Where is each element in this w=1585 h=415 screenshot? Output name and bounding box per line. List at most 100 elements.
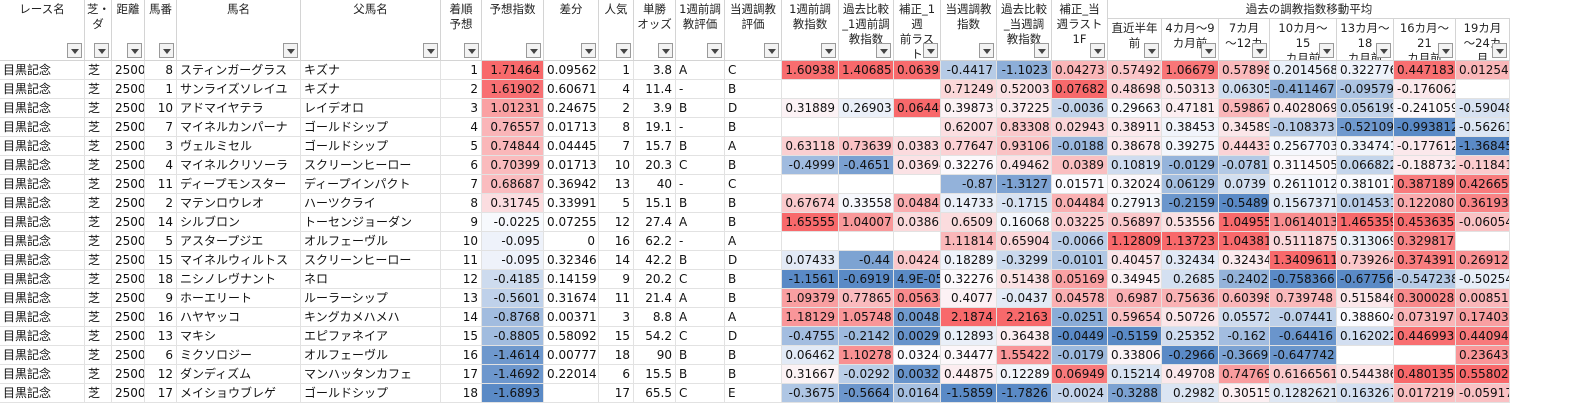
- cell-evalc[interactable]: E: [725, 384, 782, 403]
- cell-pop[interactable]: 16: [599, 232, 634, 251]
- cell-idxc[interactable]: 0.32276: [941, 156, 997, 175]
- cell-pop[interactable]: 2: [599, 99, 634, 118]
- cell-pop[interactable]: 1: [599, 61, 634, 80]
- filter-dropdown-icon[interactable]: [464, 43, 479, 58]
- cell-diff[interactable]: 0.01713: [544, 156, 599, 175]
- cell-horse[interactable]: マキシ: [177, 327, 301, 346]
- cell-idxc[interactable]: 0.39873: [941, 99, 997, 118]
- cell-diff[interactable]: 0.60671: [544, 80, 599, 99]
- cell-cmpc[interactable]: -0.1715: [997, 194, 1052, 213]
- cell-m0[interactable]: 0.6987: [1108, 289, 1162, 308]
- cell-rank[interactable]: 11: [441, 251, 482, 270]
- cell-sire[interactable]: キングカメハメハ: [301, 308, 441, 327]
- cell-pred[interactable]: -1.4614: [482, 346, 544, 365]
- cell-m1[interactable]: 0.39275: [1162, 137, 1219, 156]
- cell-m2[interactable]: 0.74769: [1219, 365, 1270, 384]
- filter-dropdown-icon[interactable]: [423, 43, 438, 58]
- cell-race[interactable]: 目黒記念: [0, 289, 85, 308]
- cell-idxc[interactable]: 2.1874: [941, 308, 997, 327]
- cell-num[interactable]: 16: [145, 308, 177, 327]
- cell-odds[interactable]: 20.2: [634, 270, 676, 289]
- cell-m0[interactable]: 0.29663: [1108, 99, 1162, 118]
- cell-diff[interactable]: 0.14159: [544, 270, 599, 289]
- cell-odds[interactable]: 42.2: [634, 251, 676, 270]
- cell-eval1[interactable]: B: [676, 194, 725, 213]
- cell-cor1[interactable]: 0.03694: [894, 156, 941, 175]
- cell-evalc[interactable]: D: [725, 251, 782, 270]
- cell-m4[interactable]: 0.3227762: [1337, 61, 1394, 80]
- cell-m2[interactable]: 0.44433: [1219, 137, 1270, 156]
- cell-cmp1[interactable]: 1.10278: [839, 346, 894, 365]
- cell-m6[interactable]: 0.440946: [1456, 327, 1510, 346]
- cell-m4[interactable]: 1.465359: [1337, 213, 1394, 232]
- cell-sire[interactable]: スクリーンヒーロー: [301, 156, 441, 175]
- cell-diff[interactable]: [544, 384, 599, 403]
- cell-m5[interactable]: [1394, 346, 1456, 365]
- cell-m3[interactable]: 0.2014568: [1270, 61, 1337, 80]
- cell-idxc[interactable]: 0.62007: [941, 118, 997, 137]
- filter-dropdown-icon[interactable]: [1438, 43, 1453, 58]
- cell-rank[interactable]: 15: [441, 327, 482, 346]
- cell-m4[interactable]: -0.677563: [1337, 270, 1394, 289]
- cell-distance[interactable]: 2500: [112, 80, 145, 99]
- cell-race[interactable]: 目黒記念: [0, 99, 85, 118]
- cell-m4[interactable]: 0.0561993: [1337, 99, 1394, 118]
- cell-eval1[interactable]: A: [676, 61, 725, 80]
- cell-m0[interactable]: 0.38911: [1108, 118, 1162, 137]
- cell-m0[interactable]: -0.3288: [1108, 384, 1162, 403]
- cell-evalc[interactable]: C: [725, 175, 782, 194]
- cell-cmpc[interactable]: -1.7826: [997, 384, 1052, 403]
- cell-corc[interactable]: 0.04578: [1052, 289, 1108, 308]
- cell-rank[interactable]: 9: [441, 213, 482, 232]
- cell-m1[interactable]: 1.06679: [1162, 61, 1219, 80]
- cell-evalc[interactable]: A: [725, 137, 782, 156]
- cell-eval1[interactable]: C: [676, 384, 725, 403]
- cell-odds[interactable]: 40: [634, 175, 676, 194]
- cell-m2[interactable]: -0.162: [1219, 327, 1270, 346]
- cell-cmp1[interactable]: 1.05748: [839, 308, 894, 327]
- cell-cor1[interactable]: 0.06398: [894, 61, 941, 80]
- cell-m6[interactable]: -0.50254: [1456, 270, 1510, 289]
- cell-rank[interactable]: 8: [441, 194, 482, 213]
- cell-m6[interactable]: 0.236438: [1456, 346, 1510, 365]
- cell-idxc[interactable]: 0.77647: [941, 137, 997, 156]
- cell-num[interactable]: 7: [145, 118, 177, 137]
- cell-m6[interactable]: -0.59048: [1456, 99, 1510, 118]
- filter-dropdown-icon[interactable]: [526, 43, 541, 58]
- cell-race[interactable]: 目黒記念: [0, 270, 85, 289]
- filter-dropdown-icon[interactable]: [707, 43, 722, 58]
- cell-odds[interactable]: 8.8: [634, 308, 676, 327]
- cell-m0[interactable]: 0.38678: [1108, 137, 1162, 156]
- cell-m5[interactable]: 0.3871895: [1394, 175, 1456, 194]
- cell-pop[interactable]: 7: [599, 137, 634, 156]
- cell-idx1[interactable]: 1.18129: [782, 308, 839, 327]
- cell-cor1[interactable]: 0.0383: [894, 137, 941, 156]
- cell-horse[interactable]: マイネルクリソーラ: [177, 156, 301, 175]
- cell-cor1[interactable]: 0.04842: [894, 194, 941, 213]
- cell-pop[interactable]: 5: [599, 194, 634, 213]
- cell-sire[interactable]: キズナ: [301, 80, 441, 99]
- cell-surface[interactable]: 芝: [85, 118, 112, 137]
- cell-idx1[interactable]: 0.31889: [782, 99, 839, 118]
- cell-idxc[interactable]: 0.18289: [941, 251, 997, 270]
- cell-m0[interactable]: 0.33806: [1108, 346, 1162, 365]
- cell-horse[interactable]: シルブロン: [177, 213, 301, 232]
- cell-evalc[interactable]: D: [725, 327, 782, 346]
- filter-dropdown-icon[interactable]: [94, 43, 109, 58]
- cell-m1[interactable]: -0.2159: [1162, 194, 1219, 213]
- cell-cmpc[interactable]: -1.3127: [997, 175, 1052, 194]
- cell-pred[interactable]: 0.68687: [482, 175, 544, 194]
- cell-diff[interactable]: 0: [544, 232, 599, 251]
- cell-num[interactable]: 17: [145, 384, 177, 403]
- cell-odds[interactable]: 21.4: [634, 289, 676, 308]
- cell-pop[interactable]: 3: [599, 308, 634, 327]
- cell-cmpc[interactable]: -0.3299: [997, 251, 1052, 270]
- cell-pop[interactable]: 8: [599, 118, 634, 137]
- cell-m1[interactable]: -0.2966: [1162, 346, 1219, 365]
- cell-diff[interactable]: 0.01713: [544, 118, 599, 137]
- cell-m6[interactable]: 0.008518: [1456, 289, 1510, 308]
- cell-horse[interactable]: ミクソロジー: [177, 346, 301, 365]
- cell-m5[interactable]: 0.3000287: [1394, 289, 1456, 308]
- filter-dropdown-icon[interactable]: [979, 43, 994, 58]
